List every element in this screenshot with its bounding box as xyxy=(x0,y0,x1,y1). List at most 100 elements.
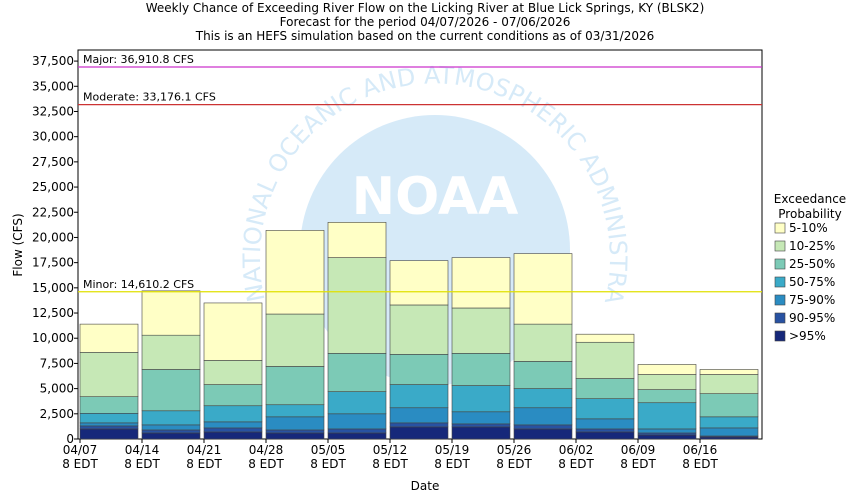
bar-segment xyxy=(79,428,139,440)
y-tick-label: 37,500 xyxy=(32,54,74,68)
bar-segment xyxy=(513,361,573,389)
bar-segment xyxy=(327,432,387,440)
legend-swatch xyxy=(774,258,786,270)
legend-swatch xyxy=(774,330,786,342)
bar-segment xyxy=(575,333,635,343)
legend-label: >95% xyxy=(789,329,826,343)
bar-segment xyxy=(637,364,697,375)
legend-label: 5-10% xyxy=(789,221,828,235)
bar-segment xyxy=(79,422,139,427)
bar-segment xyxy=(513,424,573,430)
bar-segment xyxy=(327,413,387,430)
x-tick-label: 05/19 xyxy=(435,443,470,457)
bar-segment xyxy=(699,427,759,437)
x-tick-label: 04/07 xyxy=(63,443,98,457)
bar-segment xyxy=(451,411,511,425)
bar-segment xyxy=(141,429,201,434)
bar-segment xyxy=(513,428,573,440)
legend-swatch xyxy=(774,222,786,234)
bar-segment xyxy=(79,352,139,397)
legend-label: 90-95% xyxy=(789,311,835,325)
y-tick-label: 27,500 xyxy=(32,155,74,169)
bar-segment xyxy=(265,432,325,440)
chart-subtitle: This is an HEFS simulation based on the … xyxy=(195,29,655,43)
y-tick-label: 25,000 xyxy=(32,180,74,194)
y-tick-label: 0 xyxy=(66,432,74,446)
bar-segment xyxy=(141,410,201,426)
bar-segment xyxy=(203,405,263,423)
bar-segment xyxy=(513,407,573,426)
bar-segment xyxy=(141,424,201,431)
y-tick-label: 2,500 xyxy=(40,407,74,421)
chart-title: Weekly Chance of Exceeding River Flow on… xyxy=(146,1,705,15)
y-tick-label: 15,000 xyxy=(32,281,74,295)
bar-segment xyxy=(141,290,201,336)
bar-segment xyxy=(451,353,511,386)
threshold-label: Minor: 14,610.2 CFS xyxy=(83,278,194,291)
bar-segment xyxy=(389,422,449,428)
bar-segment xyxy=(699,374,759,394)
bar-segment xyxy=(389,354,449,385)
x-tick-sublabel: 8 EDT xyxy=(372,457,408,471)
bar-segment xyxy=(265,404,325,418)
bar-segment xyxy=(327,353,387,392)
x-tick-label: 06/02 xyxy=(559,443,594,457)
watermark-text: NOAA xyxy=(352,167,519,227)
bar-segment xyxy=(203,302,263,361)
legend-swatch xyxy=(774,294,786,306)
x-tick-label: 04/21 xyxy=(187,443,222,457)
bar-segment xyxy=(203,421,263,429)
x-tick-sublabel: 8 EDT xyxy=(310,457,346,471)
y-tick-label: 17,500 xyxy=(32,256,74,270)
bar-segment xyxy=(79,413,139,424)
bar-segment xyxy=(451,257,511,309)
y-tick-label: 20,000 xyxy=(32,230,74,244)
bar-segment xyxy=(265,429,325,434)
bar-segment xyxy=(575,418,635,430)
bar-segment xyxy=(637,434,697,440)
y-tick-label: 35,000 xyxy=(32,79,74,93)
bar-segment xyxy=(637,428,697,434)
legend-label: 50-75% xyxy=(789,275,835,289)
x-tick-label: 04/14 xyxy=(125,443,160,457)
bar-segment xyxy=(699,416,759,429)
bar-segment xyxy=(79,396,139,414)
bar-segment xyxy=(575,431,635,440)
x-tick-label: 04/28 xyxy=(249,443,284,457)
bar-segment xyxy=(389,426,449,440)
legend-title: Probability xyxy=(778,207,841,221)
bar-segment xyxy=(265,230,325,315)
bar-segment xyxy=(575,378,635,399)
x-tick-sublabel: 8 EDT xyxy=(682,457,718,471)
bar-segment xyxy=(575,398,635,420)
bar-segment xyxy=(389,260,449,306)
x-tick-sublabel: 8 EDT xyxy=(496,457,532,471)
bar-segment xyxy=(265,416,325,431)
bar-segment xyxy=(265,313,325,367)
x-tick-sublabel: 8 EDT xyxy=(558,457,594,471)
bar-segment xyxy=(141,432,201,440)
bar-segment xyxy=(203,384,263,407)
legend-label: 10-25% xyxy=(789,239,835,253)
y-tick-label: 12,500 xyxy=(32,306,74,320)
bar-segment xyxy=(389,304,449,355)
y-axis-label: Flow (CFS) xyxy=(11,213,25,276)
y-tick-label: 22,500 xyxy=(32,205,74,219)
bar-segment xyxy=(575,341,635,379)
x-tick-sublabel: 8 EDT xyxy=(434,457,470,471)
bar-segment xyxy=(389,384,449,409)
bar-segment xyxy=(451,385,511,413)
bar-segment xyxy=(79,425,139,430)
bar-segment xyxy=(327,391,387,415)
y-tick-label: 32,500 xyxy=(32,104,74,118)
bar-segment xyxy=(141,369,201,412)
bar-segment xyxy=(203,431,263,440)
y-tick-label: 10,000 xyxy=(32,331,74,345)
x-tick-sublabel: 8 EDT xyxy=(620,457,656,471)
bar-segment xyxy=(637,389,697,404)
x-tick-sublabel: 8 EDT xyxy=(186,457,222,471)
threshold-label: Major: 36,910.8 CFS xyxy=(83,53,194,66)
bar-segment xyxy=(699,436,759,440)
bar-segment xyxy=(265,366,325,406)
